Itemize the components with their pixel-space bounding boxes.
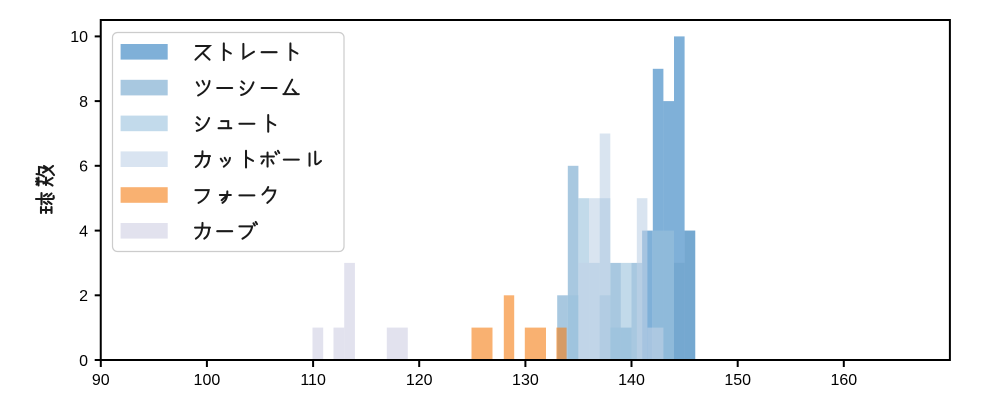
svg-text:130: 130 xyxy=(512,372,539,389)
svg-text:160: 160 xyxy=(830,372,857,389)
svg-text:110: 110 xyxy=(300,372,326,389)
svg-text:4: 4 xyxy=(79,223,88,240)
svg-text:150: 150 xyxy=(724,372,751,389)
svg-text:2: 2 xyxy=(79,288,88,305)
svg-text:10: 10 xyxy=(70,29,88,46)
svg-text:90: 90 xyxy=(92,372,110,389)
svg-text:100: 100 xyxy=(194,372,221,389)
svg-text:0: 0 xyxy=(79,353,88,370)
svg-text:120: 120 xyxy=(406,372,433,389)
svg-text:8: 8 xyxy=(79,94,88,111)
svg-text:140: 140 xyxy=(618,372,645,389)
svg-text:6: 6 xyxy=(79,159,88,176)
